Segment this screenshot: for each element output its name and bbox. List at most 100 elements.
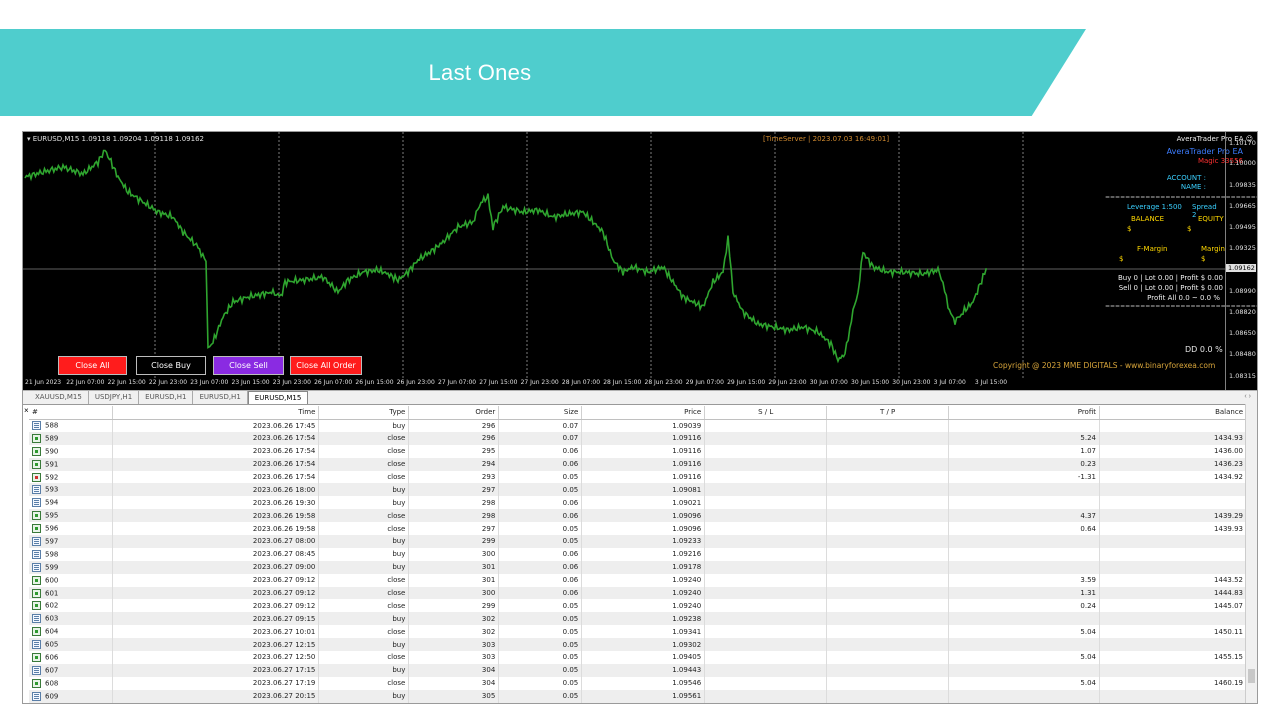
close-deal-icon: [32, 627, 41, 637]
cell-profit: [948, 483, 1100, 497]
price-label: 1.08480: [1229, 350, 1256, 358]
cell-sl: [704, 547, 828, 561]
cell-tp: [826, 444, 950, 458]
cell-type: close: [318, 457, 410, 471]
time-label: 26 Jun 07:00: [314, 379, 353, 386]
time-label: 29 Jun 15:00: [727, 379, 766, 386]
chart-tab[interactable]: EURUSD,H1: [139, 391, 194, 404]
table-row[interactable]: 608 2023.06.27 17:19 close 304 0.05 1.09546 5.…: [29, 676, 1248, 690]
table-row[interactable]: 603 2023.06.27 09:15 buy 302 0.05 1.09238: [29, 612, 1248, 626]
cell-sl: [704, 431, 828, 445]
close-all-button[interactable]: Close All: [58, 356, 127, 375]
row-id-text: 601: [45, 589, 59, 598]
cell-profit: [948, 547, 1100, 561]
close-sell-button[interactable]: Close Sell: [213, 356, 284, 375]
cell-order: 305: [408, 689, 500, 703]
balance-value: $: [1127, 225, 1132, 233]
cell-type: close: [318, 625, 410, 639]
time-server: [TimeServer | 2023.07.03 16:49:01]: [763, 135, 890, 143]
cell-tp: [826, 573, 950, 587]
close-buy-button[interactable]: Close Buy: [136, 356, 206, 375]
cell-time: 2023.06.27 09:12: [112, 599, 320, 613]
column-header[interactable]: Balance: [1099, 406, 1248, 420]
chart-tab[interactable]: USDJPY,H1: [89, 391, 140, 404]
chart-tab[interactable]: EURUSD,H1: [193, 391, 248, 404]
row-id-text: 597: [45, 537, 59, 546]
cell-sl: [704, 599, 828, 613]
cell-balance: [1099, 419, 1248, 432]
table-row[interactable]: 591 2023.06.26 17:54 close 294 0.06 1.09116 0.…: [29, 457, 1248, 471]
tab-scroll-arrows[interactable]: ‹ ›: [1244, 393, 1251, 400]
table-row[interactable]: 593 2023.06.26 18:00 buy 297 0.05 1.09081: [29, 483, 1248, 497]
chart-tab[interactable]: EURUSD,M15: [247, 391, 309, 404]
cell-price: 1.09443: [581, 663, 706, 677]
column-header[interactable]: S / L: [704, 406, 828, 420]
table-row[interactable]: 601 2023.06.27 09:12 close 300 0.06 1.09240 1.…: [29, 586, 1248, 600]
table-row[interactable]: 602 2023.06.27 09:12 close 299 0.05 1.09240 0.…: [29, 599, 1248, 613]
row-id: 590: [29, 444, 114, 458]
table-row[interactable]: 609 2023.06.27 20:15 buy 305 0.05 1.09561: [29, 689, 1248, 703]
column-header[interactable]: #: [29, 406, 114, 420]
close-all-order-button[interactable]: Close All Order: [290, 356, 362, 375]
buy-deal-icon: [32, 485, 41, 495]
cell-type: close: [318, 599, 410, 613]
table-row[interactable]: 596 2023.06.26 19:58 close 297 0.05 1.09096 0.…: [29, 522, 1248, 536]
price-label: 1.08650: [1229, 329, 1256, 337]
chart-tab[interactable]: XAUUSD,M15: [29, 391, 89, 404]
table-row[interactable]: 595 2023.06.26 19:58 close 298 0.06 1.09096 4.…: [29, 509, 1248, 523]
column-header[interactable]: Size: [498, 406, 583, 420]
column-header[interactable]: Type: [318, 406, 410, 420]
row-id-text: 603: [45, 614, 59, 623]
buy-deal-icon: [32, 691, 41, 701]
cell-sl: [704, 573, 828, 587]
column-header[interactable]: Profit: [948, 406, 1100, 420]
table-row[interactable]: 599 2023.06.27 09:00 buy 301 0.06 1.09178: [29, 560, 1248, 574]
table-row[interactable]: 607 2023.06.27 17:15 buy 304 0.05 1.09443: [29, 663, 1248, 677]
table-row[interactable]: 606 2023.06.27 12:50 close 303 0.05 1.09405 5.…: [29, 651, 1248, 664]
row-id-text: 608: [45, 679, 59, 688]
price-chart[interactable]: ▾ EURUSD,M15 1.09118 1.09204 1.09118 1.0…: [23, 132, 1257, 390]
cell-order: 297: [408, 483, 500, 497]
cell-tp: [826, 676, 950, 690]
time-label: 23 Jun 15:00: [231, 379, 270, 386]
close-deal-icon: [32, 575, 41, 585]
cell-time: 2023.06.27 09:12: [112, 586, 320, 600]
table-row[interactable]: 598 2023.06.27 08:45 buy 300 0.06 1.09216: [29, 547, 1248, 561]
table-row[interactable]: 589 2023.06.26 17:54 close 296 0.07 1.09116 5.…: [29, 431, 1248, 445]
price-label: 1.09835: [1229, 181, 1256, 189]
cell-price: 1.09240: [581, 586, 706, 600]
cell-profit: 1.07: [948, 444, 1100, 458]
column-header[interactable]: Time: [112, 406, 320, 420]
vertical-scrollbar[interactable]: [1245, 404, 1257, 703]
column-header[interactable]: Order: [408, 406, 500, 420]
cell-tp: [826, 522, 950, 536]
column-header[interactable]: T / P: [826, 406, 950, 420]
row-id-text: 600: [45, 576, 59, 585]
table-row[interactable]: 600 2023.06.27 09:12 close 301 0.06 1.09240 3.…: [29, 573, 1248, 587]
table-row[interactable]: 594 2023.06.26 19:30 buy 298 0.06 1.09021: [29, 496, 1248, 510]
table-row[interactable]: 588 2023.06.26 17:45 buy 296 0.07 1.09039: [29, 419, 1248, 432]
close-panel-icon[interactable]: ×: [24, 406, 29, 415]
table-row[interactable]: 605 2023.06.27 12:15 buy 303 0.05 1.09302: [29, 638, 1248, 652]
cell-sl: [704, 651, 828, 664]
table-row[interactable]: 590 2023.06.26 17:54 close 295 0.06 1.09116 1.…: [29, 444, 1248, 458]
column-header[interactable]: Price: [581, 406, 706, 420]
row-id: 592: [29, 470, 114, 484]
table-row[interactable]: 597 2023.06.27 08:00 buy 299 0.05 1.09233: [29, 535, 1248, 548]
cell-balance: 1434.93: [1099, 431, 1248, 445]
cell-type: close: [318, 573, 410, 587]
scroll-thumb[interactable]: [1248, 669, 1255, 683]
leverage: Leverage 1:500: [1127, 203, 1182, 211]
time-axis: 21 Jun 2023 22 Jun 07:00 22 Jun 15:00 22 Ju…: [23, 378, 1225, 390]
cell-order: 303: [408, 651, 500, 664]
row-id: 602: [29, 599, 114, 613]
price-label: 1.08990: [1229, 287, 1256, 295]
cell-profit: [948, 689, 1100, 703]
table-row[interactable]: 604 2023.06.27 10:01 close 302 0.05 1.09341 5.…: [29, 625, 1248, 639]
cell-price: 1.09039: [581, 419, 706, 432]
cell-balance: [1099, 496, 1248, 510]
cell-order: 303: [408, 638, 500, 652]
cell-time: 2023.06.26 17:45: [112, 419, 320, 432]
cell-time: 2023.06.26 17:54: [112, 470, 320, 484]
table-row[interactable]: 592 2023.06.26 17:54 close 293 0.05 1.09116 -1…: [29, 470, 1248, 484]
